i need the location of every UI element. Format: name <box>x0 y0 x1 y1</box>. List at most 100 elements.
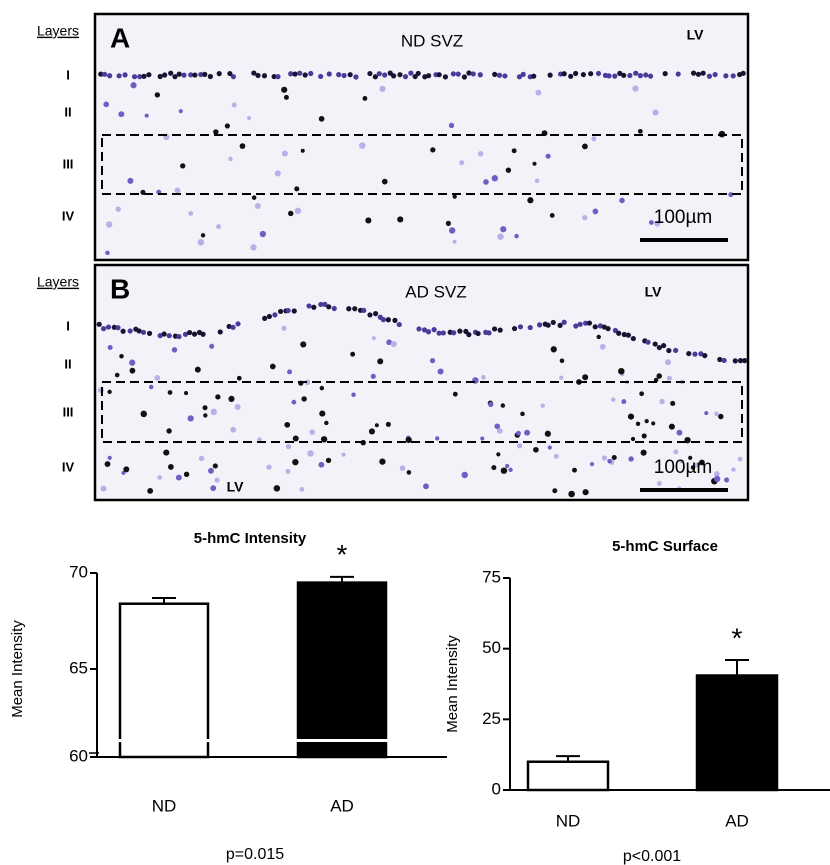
cell <box>288 210 294 217</box>
cell <box>625 332 631 338</box>
cell <box>700 70 706 76</box>
chart-title: 5-hmC Surface <box>612 538 718 555</box>
cell <box>210 408 217 416</box>
cell <box>731 467 736 472</box>
cell <box>699 459 705 466</box>
cell <box>147 487 154 494</box>
cell <box>353 74 359 80</box>
cell <box>732 358 738 364</box>
cell <box>368 428 375 435</box>
cell <box>148 384 154 390</box>
y-tick-label: 60 <box>69 746 88 765</box>
cell <box>162 72 168 78</box>
cell <box>374 423 379 428</box>
cell <box>191 331 198 337</box>
cell <box>545 322 551 328</box>
cell <box>309 429 315 435</box>
y-tick-label: 75 <box>482 567 501 586</box>
cell <box>524 429 531 436</box>
cell <box>698 351 704 357</box>
cell <box>174 187 181 194</box>
cell <box>127 328 133 334</box>
cell <box>712 71 718 78</box>
cell <box>500 226 507 233</box>
cell <box>285 307 291 314</box>
cell <box>596 334 601 340</box>
significance-marker: * <box>732 622 743 653</box>
cell <box>137 74 143 80</box>
bar <box>695 674 779 792</box>
cell <box>673 449 679 455</box>
cell <box>595 70 602 77</box>
cell <box>304 379 311 386</box>
cell <box>654 220 661 227</box>
x-tick-label: AD <box>725 811 749 830</box>
cell <box>466 332 472 338</box>
cell <box>628 456 634 462</box>
cell <box>272 312 278 318</box>
panel-letter: A <box>110 22 130 53</box>
cell <box>131 74 138 80</box>
cell <box>511 148 517 154</box>
cell <box>402 74 409 80</box>
cell <box>168 464 174 470</box>
cell <box>228 156 233 162</box>
cell <box>635 421 641 427</box>
cell <box>586 320 593 326</box>
cell <box>175 474 182 481</box>
cell <box>656 481 662 486</box>
y-tick-label: 0 <box>492 779 501 798</box>
cell <box>644 418 649 424</box>
scale-bar-label: 100µm <box>654 207 712 228</box>
cell <box>535 89 542 96</box>
cell <box>274 170 281 177</box>
cell <box>352 306 358 312</box>
cell <box>367 70 373 77</box>
cell <box>599 343 606 350</box>
cell <box>618 367 625 375</box>
cell <box>502 73 508 79</box>
cell <box>130 82 137 89</box>
cell <box>552 488 558 494</box>
cell <box>610 397 616 402</box>
cell <box>573 70 579 77</box>
cell <box>605 326 611 332</box>
cell <box>466 70 472 76</box>
cell <box>459 160 465 166</box>
cell <box>285 468 291 474</box>
cell <box>230 324 236 330</box>
cell <box>577 321 583 327</box>
cell <box>121 470 126 475</box>
cell <box>561 319 567 325</box>
cell <box>714 475 721 483</box>
cell <box>322 301 328 307</box>
cell <box>531 73 537 79</box>
cell <box>299 486 305 492</box>
cell <box>341 72 347 79</box>
lv-label: LV <box>645 284 663 300</box>
cell <box>341 452 346 457</box>
cell <box>730 73 736 79</box>
cell <box>294 207 302 215</box>
significance-marker: * <box>337 539 348 570</box>
cell <box>291 399 297 405</box>
cell <box>550 319 556 326</box>
cell <box>656 373 662 379</box>
cell <box>262 315 268 322</box>
cell <box>307 450 314 457</box>
cell <box>291 308 297 314</box>
cell <box>607 458 612 464</box>
panel-title: ND SVZ <box>401 31 463 50</box>
cell <box>442 74 449 80</box>
cell <box>627 72 633 79</box>
cell <box>154 92 161 98</box>
cell <box>452 194 457 199</box>
bar <box>296 581 388 759</box>
cell <box>477 151 484 157</box>
cell <box>559 375 564 380</box>
cell <box>648 220 654 225</box>
cell <box>101 71 108 77</box>
cell <box>702 353 708 359</box>
cell <box>676 429 683 436</box>
cell <box>612 73 618 79</box>
